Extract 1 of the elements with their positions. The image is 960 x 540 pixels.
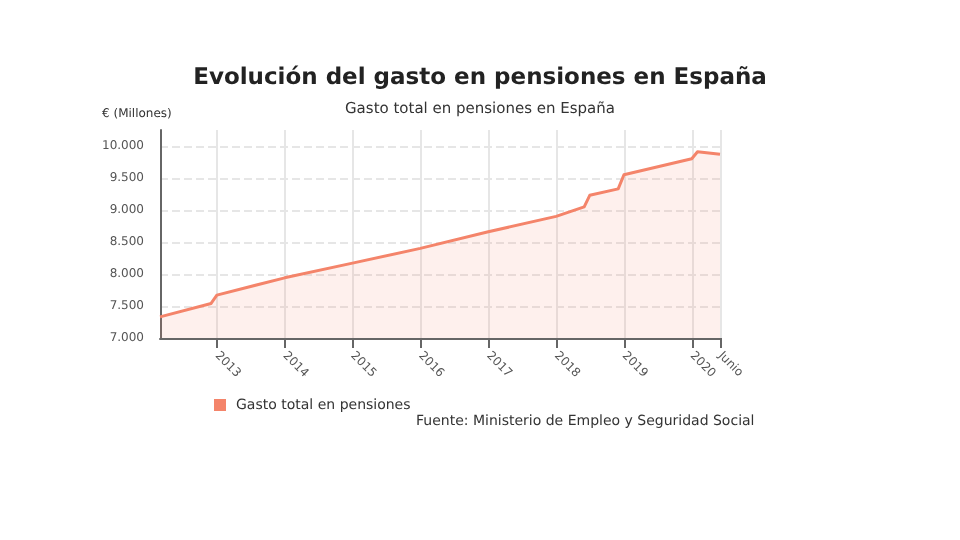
chart-title: Evolución del gasto en pensiones en España	[193, 62, 767, 90]
